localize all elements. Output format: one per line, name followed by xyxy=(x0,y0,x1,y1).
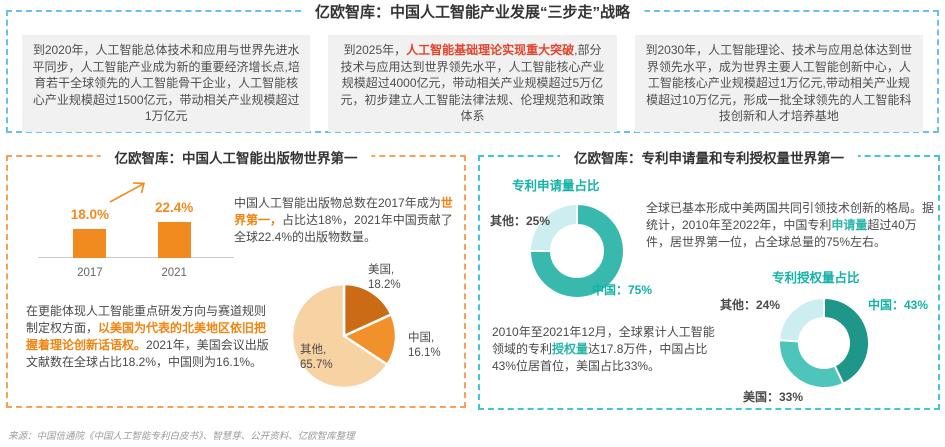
patent-grants-donut-slice-其他 xyxy=(778,297,825,343)
applications-other-label: 其他：25% xyxy=(490,214,551,228)
text-segment: 在更能体现人工智能重点研发方向与赛道规则制定权方面， xyxy=(26,304,267,336)
text-segment: 中国人工智能出版物总数在2017年成为 xyxy=(234,196,441,210)
patent-applications-donut-slice-其他 xyxy=(529,203,578,252)
bar-2017 xyxy=(73,229,107,258)
bar-value-label: 18.0% xyxy=(70,207,109,223)
text-segment: 占比达18%，2021年中国贡献了全球22.4%的出版物数量。 xyxy=(234,213,453,245)
text-segment: 达17.8万件，中国占比43%位居首位，美国占比33%。 xyxy=(492,342,708,374)
applications-china-label: 中国：75% xyxy=(592,283,653,297)
text-segment: ,部分技术与应用达到世界领先水平，人工智能核心产业规模超过4000亿元，带动相关… xyxy=(340,43,605,124)
bar-category-label: 2017 xyxy=(77,267,103,279)
bar-group-2021: 22.4% 2021 xyxy=(155,200,193,279)
grants-donut-title: 专利授权量占比 xyxy=(772,271,860,285)
publications-paragraph: 中国人工智能出版物总数在2017年成为世界第一，占比达18%，2021年中国贡献… xyxy=(234,195,464,246)
text-segment: 2010年至2021年12月，全球累计人工智能领域的专利 xyxy=(492,325,715,357)
bar-value-label: 22.4% xyxy=(155,200,194,216)
bar-2021 xyxy=(157,222,191,258)
text-segment: 到2030年，人工智能理论、技术与应用总体达到世界领先水平，成为世界主要人工智能… xyxy=(645,43,913,124)
patent-applications-donut-chart xyxy=(529,203,625,299)
text-segment: 全球已基本形成中美两国共同引领技术创新的格局。据统计，2010年至2022年，中… xyxy=(646,201,935,233)
patent-applications-donut-slice-中国 xyxy=(529,203,625,299)
patents-panel-title: 亿欧智库：专利申请量和专利授权量世界第一 xyxy=(560,147,858,167)
grants-other-label: 其他：24% xyxy=(720,298,781,312)
text-segment: 到2025年， xyxy=(343,43,407,57)
three-step-strategy-panel: 亿欧智库：中国人工智能产业发展“三步走”战略 到2020年，人工智能总体技术和应… xyxy=(6,1,939,133)
publications-pie-chart xyxy=(290,282,398,390)
applications-paragraph: 全球已基本形成中美两国共同引领技术创新的格局。据统计，2010年至2022年，中… xyxy=(646,200,940,251)
publications-bar-chart: 18.0% 2017 22.4% 2021 xyxy=(34,179,234,279)
patents-panel: 亿欧智库：专利申请量和专利授权量世界第一 专利申请量占比 其他：25% 中国：7… xyxy=(478,147,940,410)
text-segment: 世界第一， xyxy=(234,196,453,228)
text-segment: 2021年，美国会议出版文献数在全球占比18.2%，中国则为16.1%。 xyxy=(26,338,269,370)
grants-paragraph: 2010年至2021年12月，全球累计人工智能领域的专利授权量达17.8万件，中… xyxy=(492,324,718,375)
goal-box-row: 到2020年，人工智能总体技术和应用与世界先进水平同步，人工智能产业成为新的重要… xyxy=(22,35,923,132)
text-segment: 以美国为代表的北美地区依旧把握着理论创新话语权。 xyxy=(26,321,267,353)
grants-china-label: 中国：43% xyxy=(868,298,929,312)
page-title: 亿欧智库：中国人工智能产业发展“三步走”战略 xyxy=(300,1,645,22)
text-segment: 到2020年，人工智能总体技术和应用与世界先进水平同步，人工智能产业成为新的重要… xyxy=(32,43,300,124)
pie-label-other: 其他, 65.7% xyxy=(300,344,333,371)
publications-pie-slice-美国 xyxy=(342,282,393,338)
pie-label-usa: 美国, 18.2% xyxy=(368,264,401,291)
bar-chart-axis xyxy=(38,257,234,258)
grants-usa-label: 美国：33% xyxy=(743,390,804,404)
applications-donut-title: 专利申请量占比 xyxy=(512,179,600,193)
bar-group-2017: 18.0% 2017 xyxy=(71,207,109,279)
publications-panel: 亿欧智库：中国人工智能出版物世界第一 18.0% 2017 22.4% 2021 中国… xyxy=(6,147,466,408)
publications-panel-title: 亿欧智库：中国人工智能出版物世界第一 xyxy=(100,147,372,167)
patent-grants-donut-chart xyxy=(778,297,870,389)
publications-pie-slice-其他 xyxy=(290,282,389,390)
goal-2030-box: 到2030年，人工智能理论、技术与应用总体达到世界领先水平，成为世界主要人工智能… xyxy=(634,35,923,132)
bar-category-label: 2021 xyxy=(161,267,187,279)
text-segment: 人工智能基础理论实现重大突破 xyxy=(406,43,575,57)
pie-label-china: 中国, 16.1% xyxy=(408,332,441,359)
patent-grants-donut-slice-中国 xyxy=(823,297,870,385)
patent-grants-donut-slice-美国 xyxy=(778,339,845,389)
goal-2020-box: 到2020年，人工智能总体技术和应用与世界先进水平同步，人工智能产业成为新的重要… xyxy=(22,35,311,132)
goal-2025-box: 到2025年，人工智能基础理论实现重大突破,部分技术与应用达到世界领先水平，人工… xyxy=(328,35,617,132)
text-segment: 申请量 xyxy=(831,218,868,233)
source-note: 来源：中国信通院《中国人工智能专利白皮书》、智慧芽、公开资料、亿欧智库整理 xyxy=(8,431,355,442)
conference-paragraph: 在更能体现人工智能重点研发方向与赛道规则制定权方面，以美国为代表的北美地区依旧把… xyxy=(26,303,274,371)
text-segment: 超过40万件，居世界第一位，占全球总量的75%左右。 xyxy=(646,218,917,250)
text-segment: 授权量 xyxy=(552,342,589,357)
